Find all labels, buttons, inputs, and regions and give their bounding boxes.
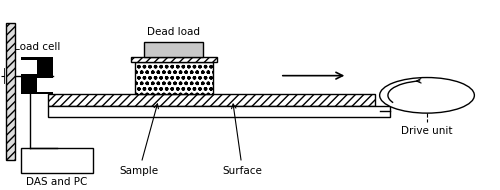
Bar [20,57,53,94]
Text: Surface: Surface [222,104,262,176]
Bar [48,106,390,117]
Bar [37,78,53,92]
Bar [136,62,212,94]
Circle shape [380,78,474,113]
Bar [132,57,216,62]
Text: Dead load: Dead load [147,27,200,37]
Text: Drive unit: Drive unit [402,126,453,136]
Text: Sample: Sample [120,104,158,176]
Bar [6,23,15,160]
Bar [144,42,203,57]
Bar [48,94,374,106]
Text: Load cell: Load cell [14,42,60,52]
Text: DAS and PC: DAS and PC [26,177,88,187]
Bar [20,148,93,173]
Bar [20,59,37,74]
